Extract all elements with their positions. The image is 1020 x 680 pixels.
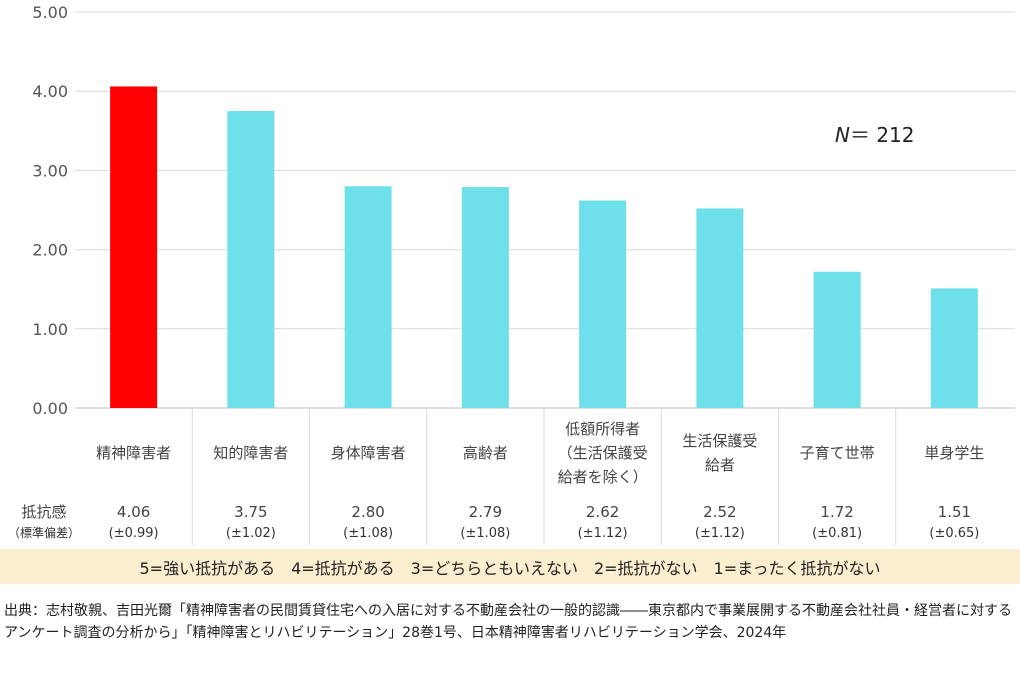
value-label: 2.80 <box>351 503 384 521</box>
row-label: 抵抗感 <box>21 503 66 521</box>
sd-label: (±1.02) <box>226 526 276 541</box>
value-label: 4.06 <box>117 503 150 521</box>
category-label: 精神障害者 <box>96 444 171 462</box>
y-tick-label: 4.00 <box>32 82 68 101</box>
source-citation: 出典：志村敬親、吉田光爾「精神障害者の民間賃貸住宅への入居に対する不動産会社の一… <box>4 603 1012 641</box>
category-label: 子育て世帯 <box>800 444 875 462</box>
sample-size-symbol: N <box>835 123 850 147</box>
sd-label: (±1.08) <box>343 526 393 541</box>
value-label: 1.51 <box>938 503 971 521</box>
category-label: 高齢者 <box>463 444 508 462</box>
sd-label: (±1.12) <box>695 526 745 541</box>
sample-size-value: ＝ 212 <box>850 123 915 147</box>
category-label: 身体障害者 <box>331 444 406 462</box>
sd-label: (±0.65) <box>929 526 979 541</box>
sd-label: (±0.99) <box>109 526 159 541</box>
bar <box>110 86 158 408</box>
sd-label: (±0.81) <box>812 526 862 541</box>
bar <box>461 187 509 408</box>
bar <box>227 111 275 408</box>
scale-legend: 5=強い抵抗がある 4=抵抗がある 3=どちらともいえない 2=抵抗がない 1=… <box>0 549 1020 584</box>
y-tick-label: 3.00 <box>32 161 68 180</box>
bar <box>930 288 978 408</box>
value-label: 1.72 <box>820 503 853 521</box>
row-label-sub: （標準偏差） <box>8 525 80 540</box>
category-label: 知的障害者 <box>213 444 288 462</box>
sample-size-annotation: N＝ 212 <box>835 123 915 147</box>
bar <box>344 186 392 408</box>
category-label: （生活保護受 <box>558 444 648 462</box>
bar <box>813 271 861 408</box>
category-label: 給者を除く） <box>558 468 648 486</box>
bar <box>579 200 627 408</box>
value-label: 3.75 <box>234 503 267 521</box>
category-label: 給者 <box>705 456 735 474</box>
scale-legend-text: 5=強い抵抗がある 4=抵抗がある 3=どちらともいえない 2=抵抗がない 1=… <box>139 558 881 578</box>
y-tick-label: 1.00 <box>32 320 68 339</box>
y-tick-label: 2.00 <box>32 241 68 260</box>
y-tick-label: 5.00 <box>32 3 68 22</box>
sd-label: (±1.08) <box>460 526 510 541</box>
category-label: 生活保護受 <box>682 432 757 450</box>
value-label: 2.62 <box>586 503 619 521</box>
value-label: 2.79 <box>469 503 502 521</box>
sd-label: (±1.12) <box>578 526 628 541</box>
category-label: 単身学生 <box>924 444 984 462</box>
value-label: 2.52 <box>703 503 736 521</box>
category-label: 低額所得者 <box>565 420 640 438</box>
bar <box>696 208 744 408</box>
y-tick-label: 0.00 <box>32 399 68 418</box>
bar-chart: 0.00 1.00 2.00 3.00 4.00 5.00 精神障害者 4.06 (±0.99)… <box>8 3 1015 545</box>
